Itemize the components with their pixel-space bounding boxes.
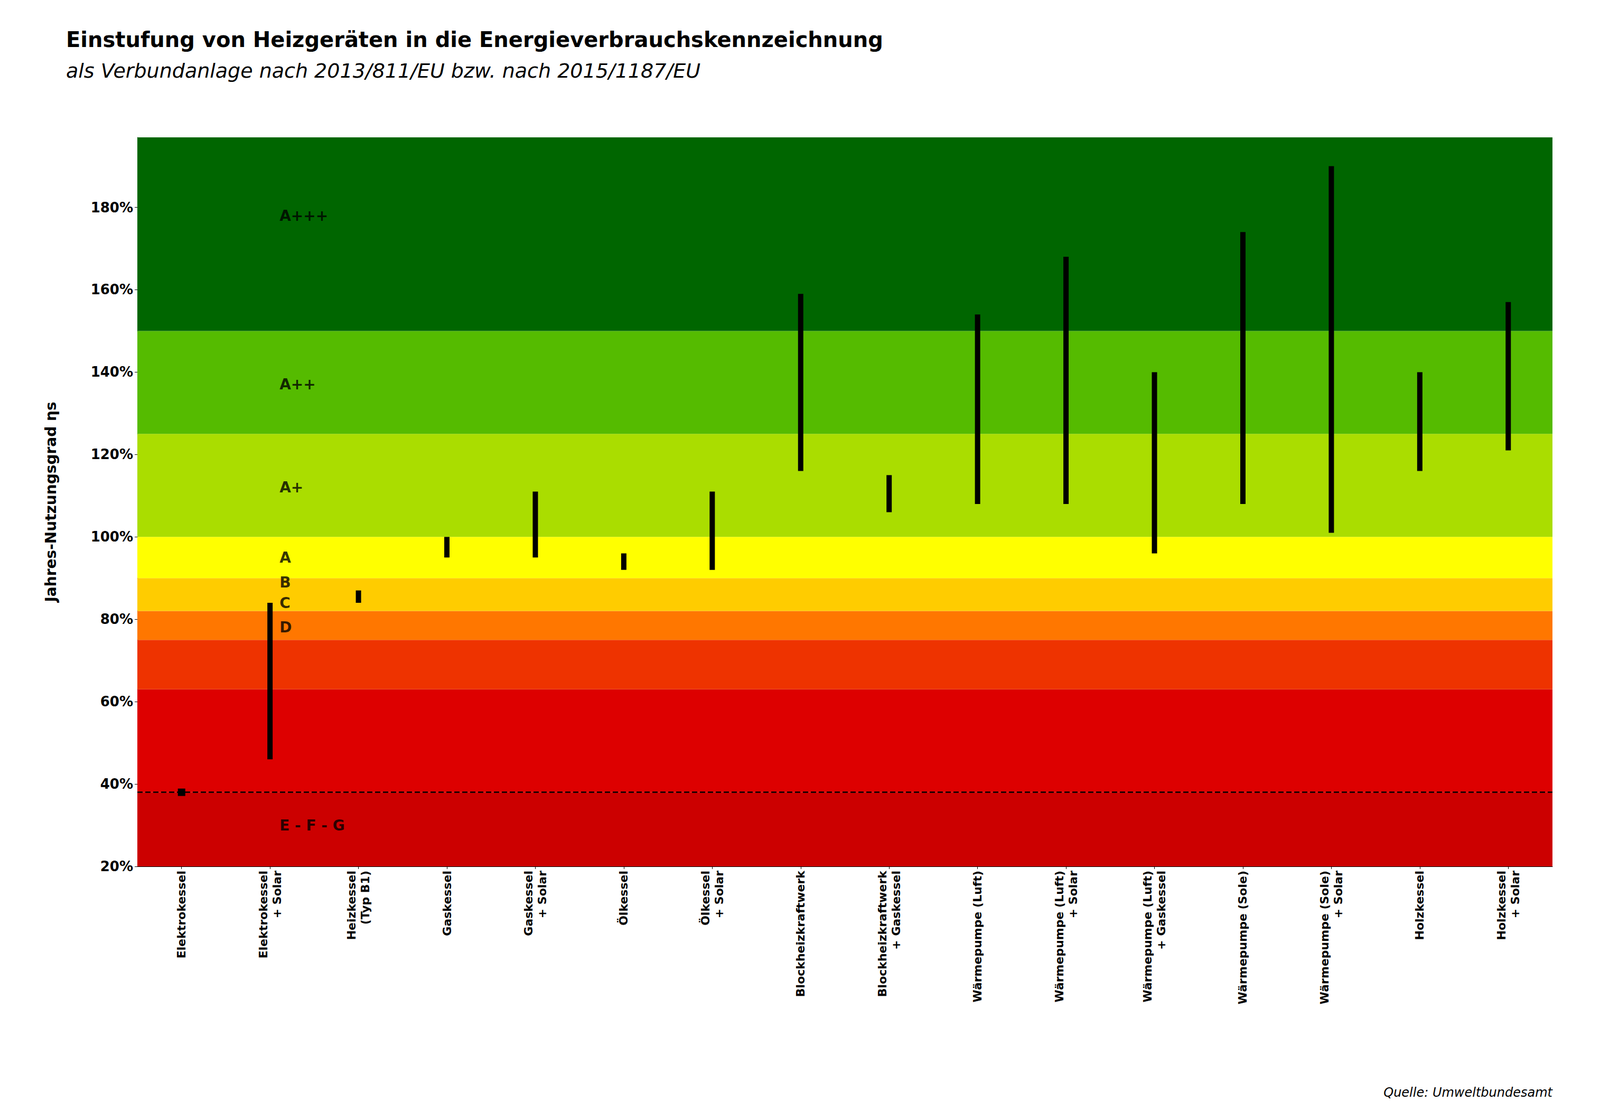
svg-text:Ölkessel: Ölkessel xyxy=(616,870,631,926)
svg-text:140%: 140% xyxy=(90,363,134,380)
svg-text:+ Gaskessel: + Gaskessel xyxy=(1154,870,1168,950)
svg-text:Gaskessel: Gaskessel xyxy=(521,870,536,937)
svg-text:80%: 80% xyxy=(100,611,134,628)
svg-text:180%: 180% xyxy=(90,199,134,216)
svg-text:+ Gaskessel: + Gaskessel xyxy=(889,870,903,950)
svg-text:B: B xyxy=(279,573,291,592)
svg-text:Quelle: Umweltbundesamt: Quelle: Umweltbundesamt xyxy=(1383,1084,1553,1100)
svg-text:100%: 100% xyxy=(90,528,134,545)
svg-text:Heizkessel: Heizkessel xyxy=(344,870,359,940)
svg-text:A: A xyxy=(279,548,292,567)
svg-text:Holzkessel: Holzkessel xyxy=(1413,870,1427,940)
svg-text:40%: 40% xyxy=(100,775,134,792)
svg-text:Blockheizkraftwerk: Blockheizkraftwerk xyxy=(875,869,890,998)
svg-text:A+++: A+++ xyxy=(279,207,329,225)
svg-text:C: C xyxy=(279,594,291,612)
svg-text:E - F - G: E - F - G xyxy=(279,816,345,835)
svg-text:Elektrokessel: Elektrokessel xyxy=(256,870,270,959)
svg-text:Holzkessel: Holzkessel xyxy=(1494,870,1509,940)
svg-text:Jahres-Nutzungsgrad ηs: Jahres-Nutzungsgrad ηs xyxy=(42,401,60,603)
svg-text:Gaskessel: Gaskessel xyxy=(440,870,454,937)
svg-text:160%: 160% xyxy=(90,281,134,298)
svg-text:Blockheizkraftwerk: Blockheizkraftwerk xyxy=(793,869,808,998)
svg-text:20%: 20% xyxy=(100,858,134,875)
svg-text:als Verbundanlage nach 2013/81: als Verbundanlage nach 2013/811/EU bzw. … xyxy=(66,59,701,83)
svg-text:120%: 120% xyxy=(90,446,134,463)
svg-text:Wärmepumpe (Sole): Wärmepumpe (Sole) xyxy=(1317,870,1332,1005)
svg-text:+ Solar: + Solar xyxy=(535,870,549,919)
svg-text:D: D xyxy=(279,618,292,636)
svg-text:+ Solar: + Solar xyxy=(712,870,726,919)
svg-text:(Typ B1): (Typ B1) xyxy=(358,870,372,925)
svg-text:Einstufung von Heizgeräten in: Einstufung von Heizgeräten in die Energi… xyxy=(66,27,884,52)
svg-text:Ölkessel: Ölkessel xyxy=(698,870,713,926)
svg-text:A++: A++ xyxy=(279,375,316,394)
svg-text:+ Solar: + Solar xyxy=(1331,870,1345,919)
svg-text:+ Solar: + Solar xyxy=(1508,870,1522,919)
svg-text:Elektrokessel: Elektrokessel xyxy=(174,870,189,959)
svg-text:+ Solar: + Solar xyxy=(270,870,284,919)
svg-text:60%: 60% xyxy=(100,693,134,710)
svg-text:Wärmepumpe (Sole): Wärmepumpe (Sole) xyxy=(1236,870,1250,1005)
svg-text:Wärmepumpe (Luft): Wärmepumpe (Luft) xyxy=(970,870,985,1003)
svg-text:Wärmepumpe (Luft): Wärmepumpe (Luft) xyxy=(1052,870,1066,1003)
svg-text:+ Solar: + Solar xyxy=(1066,870,1080,919)
svg-text:A+: A+ xyxy=(279,478,304,497)
svg-text:Wärmepumpe (Luft): Wärmepumpe (Luft) xyxy=(1140,870,1155,1003)
